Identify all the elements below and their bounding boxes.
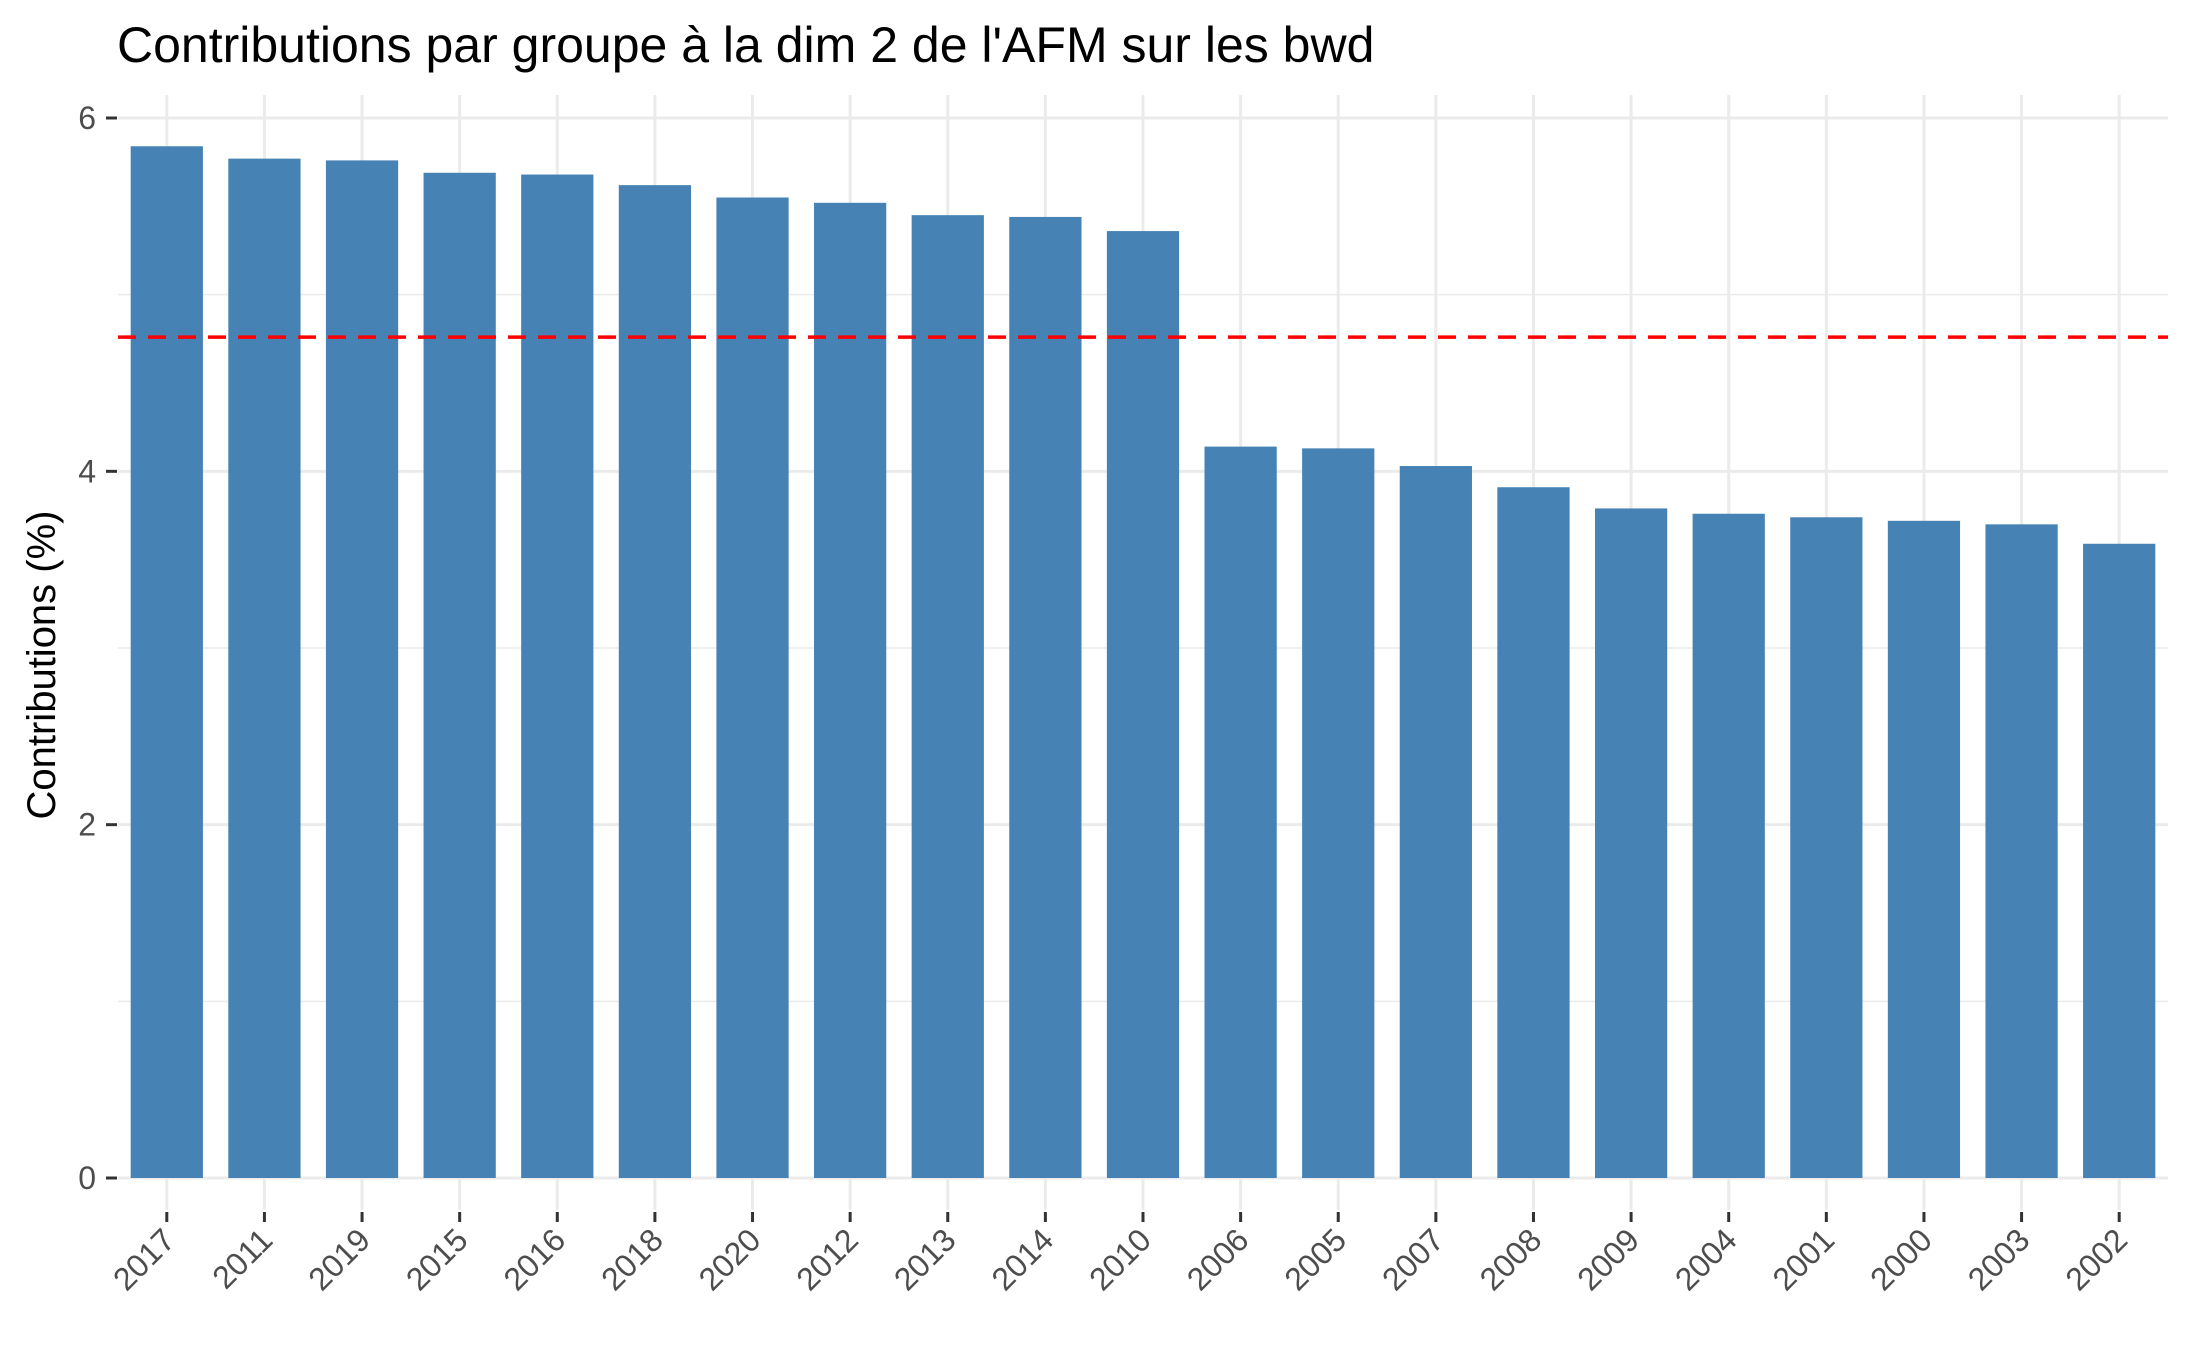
y-tick-label: 4	[78, 453, 96, 489]
x-tick-label: 2007	[1375, 1221, 1451, 1297]
x-tick-label: 2006	[1180, 1221, 1256, 1297]
bar-2005	[1302, 448, 1375, 1178]
bar-2017	[130, 146, 203, 1179]
x-tick-label: 2010	[1082, 1221, 1158, 1297]
x-tick-label: 2020	[692, 1221, 768, 1297]
bar-2001	[1790, 517, 1863, 1178]
x-tick-label: 2001	[1765, 1221, 1841, 1297]
bar-2007	[1399, 466, 1472, 1178]
bar-2004	[1692, 513, 1765, 1178]
bar-2002	[2083, 543, 2156, 1178]
x-tick-label: 2009	[1570, 1221, 1646, 1297]
x-tick-label: 2015	[399, 1221, 475, 1297]
bar-2020	[716, 197, 789, 1178]
x-tick-label: 2011	[205, 1221, 279, 1295]
bar-2008	[1497, 487, 1570, 1178]
bar-2016	[521, 174, 594, 1179]
bar-2014	[1009, 216, 1082, 1178]
x-tick-label: 2013	[887, 1221, 963, 1297]
bar-2018	[618, 185, 692, 1179]
x-tick-label: 2002	[2058, 1221, 2134, 1297]
bar-2019	[325, 160, 399, 1178]
x-tick-label: 2003	[1961, 1221, 2037, 1297]
y-tick-label: 2	[78, 807, 96, 843]
x-tick-label: 2018	[594, 1221, 670, 1297]
bar-2011	[228, 158, 301, 1179]
bar-2006	[1204, 446, 1277, 1179]
x-tick-label: 2016	[496, 1221, 572, 1297]
y-tick-label: 6	[78, 100, 96, 136]
x-tick-label: 2019	[301, 1221, 377, 1297]
bar-2000	[1887, 520, 1961, 1178]
bar-2003	[1985, 524, 2058, 1178]
x-tick-label: 2014	[985, 1221, 1061, 1297]
x-tick-label: 2008	[1473, 1221, 1549, 1297]
bar-2012	[814, 202, 887, 1179]
bars-layer	[130, 146, 2156, 1179]
bar-2013	[911, 215, 984, 1178]
x-tick-label: 2005	[1277, 1221, 1353, 1297]
x-tick-label: 2017	[106, 1221, 182, 1297]
bar-2015	[423, 172, 496, 1178]
x-tick-label: 2004	[1668, 1221, 1744, 1297]
x-tick-label: 2000	[1863, 1221, 1939, 1297]
bar-2010	[1106, 231, 1180, 1179]
x-tick-label: 2012	[789, 1221, 865, 1297]
y-tick-label: 0	[78, 1160, 96, 1196]
bar-2009	[1594, 508, 1668, 1178]
chart-title: Contributions par groupe à la dim 2 de l…	[117, 17, 1374, 73]
y-axis-title: Contributions (%)	[20, 510, 64, 819]
